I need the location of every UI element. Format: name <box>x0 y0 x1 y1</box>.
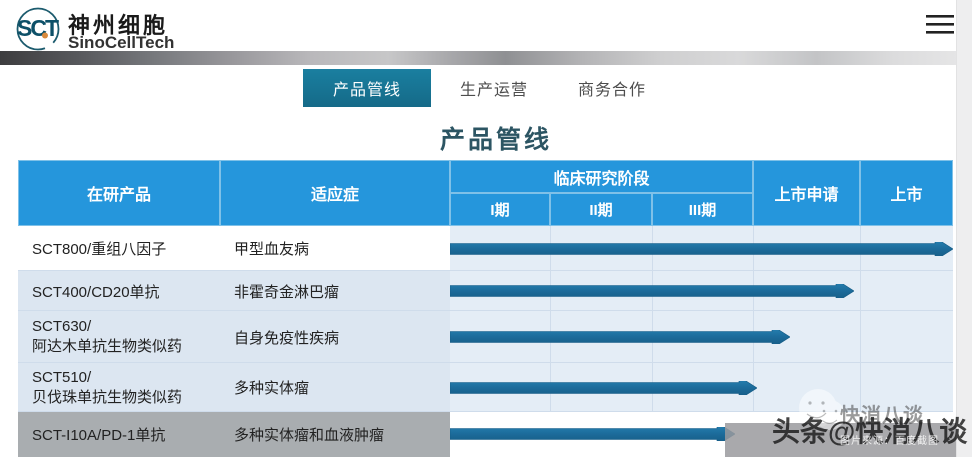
svg-text:SCT: SCT <box>17 15 59 41</box>
